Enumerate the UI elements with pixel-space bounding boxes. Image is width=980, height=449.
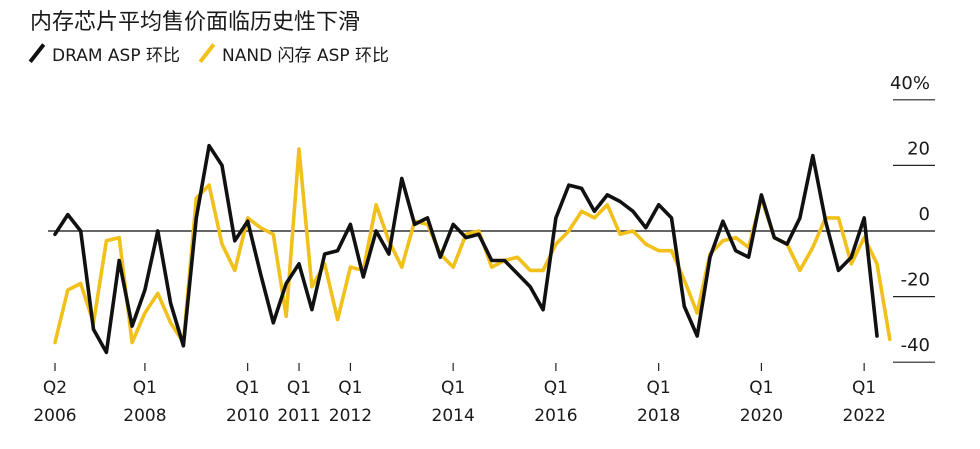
y-tick-label: 0 (919, 204, 930, 225)
x-tick-year-label: 2016 (534, 406, 577, 426)
y-tick-label: 40% (890, 73, 930, 94)
x-tick-quarter-label: Q1 (133, 378, 157, 398)
x-tick-quarter-label: Q2 (43, 378, 67, 398)
x-tick-quarter-label: Q1 (544, 378, 568, 398)
x-tick-year-label: 2018 (637, 406, 680, 426)
legend-label-dram: DRAM ASP 环比 (52, 45, 180, 66)
x-tick-quarter-label: Q1 (749, 378, 773, 398)
x-tick-year-label: 2011 (277, 406, 320, 426)
y-axis: 40% 20 0 -20 -40 (48, 73, 935, 363)
x-tick-quarter-label: Q1 (236, 378, 260, 398)
legend-item-dram: DRAM ASP 环比 (30, 41, 180, 66)
y-tick-label: -40 (901, 335, 930, 356)
y-tick-label: 20 (907, 138, 930, 159)
x-axis: Q2 2006 Q1 2008 Q1 2010 Q1 2011 Q1 2012 Q1 2014 Q1 20… (33, 363, 886, 426)
x-tick-year-label: 2006 (33, 406, 76, 426)
x-tick-year-label: 2008 (123, 406, 166, 426)
x-tick-year-label: 2010 (226, 406, 269, 426)
x-tick-quarter-label: Q1 (647, 378, 671, 398)
x-tick-quarter-label: Q1 (441, 378, 465, 398)
x-tick-year-label: 2020 (740, 406, 783, 426)
x-tick-year-label: 2014 (432, 406, 475, 426)
legend-label-nand: NAND 闪存 ASP 环比 (222, 45, 390, 66)
series-line-dram (53, 143, 879, 355)
x-tick-year-label: 2012 (329, 406, 372, 426)
legend-item-nand: NAND 闪存 ASP 环比 (200, 41, 389, 66)
legend: DRAM ASP 环比 NAND 闪存 ASP 环比 (30, 40, 409, 66)
series-lines (53, 143, 892, 355)
y-tick-label: -20 (901, 270, 930, 291)
series-line-nand (53, 147, 892, 345)
x-tick-quarter-label: Q1 (852, 378, 876, 398)
x-tick-year-label: 2022 (843, 406, 886, 426)
x-tick-quarter-label: Q1 (338, 378, 362, 398)
x-tick-quarter-label: Q1 (287, 378, 311, 398)
chart-title: 内存芯片平均售价面临历史性下滑 (30, 10, 361, 35)
